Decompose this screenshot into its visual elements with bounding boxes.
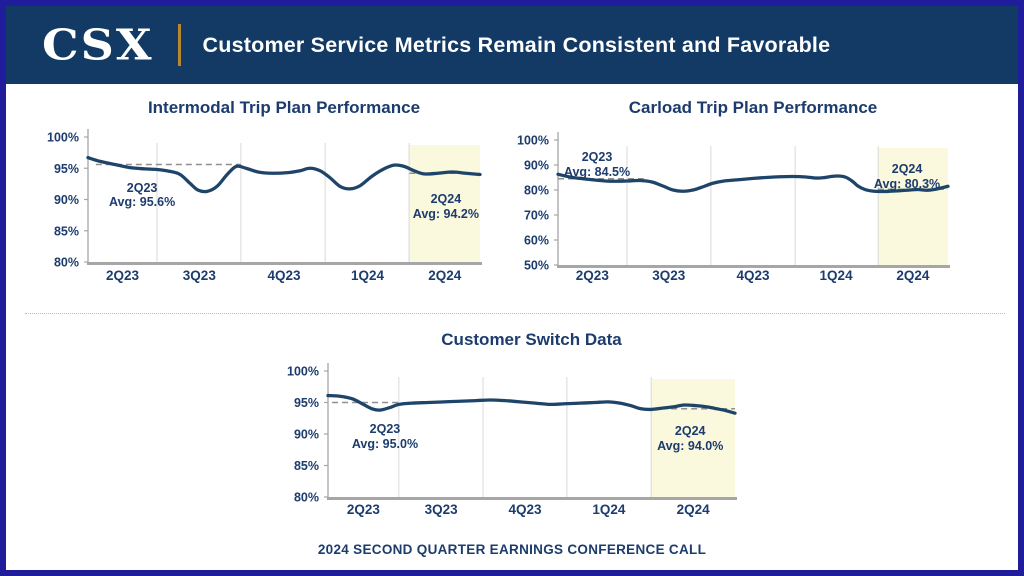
x-tick-label: 3Q23 (652, 268, 686, 283)
header-gold-divider (177, 24, 181, 66)
avg-annotation-2q24: 2Q24 Avg: 94.2% (412, 191, 480, 221)
series-line (86, 155, 482, 194)
x-tick-label: 2Q23 (106, 268, 140, 283)
intermodal-line-plot: 100% 95% 90% 85% 80% 2Q23 3Q23 4Q23 1Q24 2Q24 (47, 129, 482, 283)
y-tick-label: 100% (47, 131, 79, 145)
x-tick-label: 2Q24 (677, 502, 711, 517)
y-tick-label: 50% (524, 259, 549, 273)
chart-title-carload: Carload Trip Plan Performance (628, 98, 878, 117)
y-tick-label: 85% (54, 224, 79, 238)
x-tick-label: 3Q23 (425, 502, 459, 517)
x-tick-label: 2Q23 (576, 268, 610, 283)
slide-title: Customer Service Metrics Remain Consiste… (202, 32, 831, 57)
y-tick-label: 80% (294, 491, 319, 505)
carload-line-plot: 100% 90% 80% 70% 60% 50% 2Q23 3Q23 4Q23 1Q24 2Q24 (517, 132, 950, 283)
avg-annotation-2q23: 2Q23 Avg: 84.5% (563, 149, 631, 179)
y-tick-label: 85% (294, 459, 319, 473)
x-tick-label: 1Q24 (351, 268, 385, 283)
y-tick-label: 80% (54, 256, 79, 270)
chart-title-intermodal: Intermodal Trip Plan Performance (147, 98, 421, 117)
y-tick-label: 95% (294, 396, 319, 410)
csx-logo: CSX (42, 20, 154, 70)
header-bar: CSX Customer Service Metrics Remain Cons… (6, 6, 1018, 84)
chart-title-customer-switch: Customer Switch Data (441, 330, 622, 349)
x-tick-label: 2Q24 (896, 268, 930, 283)
current-quarter-highlight (409, 145, 480, 262)
y-tick-label: 80% (524, 184, 549, 198)
section-divider (25, 313, 1005, 314)
avg-annotation-2q23: 2Q23 Avg: 95.6% (108, 180, 176, 210)
x-tick-label: 4Q23 (267, 268, 301, 283)
y-tick-label: 60% (524, 234, 549, 248)
x-tick-label: 1Q24 (592, 502, 626, 517)
y-tick-label: 90% (294, 428, 319, 442)
series-line (556, 172, 950, 194)
footer-caption: 2024 SECOND QUARTER EARNINGS CONFERENCE … (317, 542, 707, 557)
chart-customer-switch: Customer Switch Data 100% 95% 90% 85% 80% 2Q2… (272, 330, 750, 530)
x-tick-label: 4Q23 (508, 502, 542, 517)
chart-intermodal-trip-plan: Intermodal Trip Plan Performance 100% 95%… (40, 98, 490, 298)
y-tick-label: 100% (287, 365, 319, 379)
y-tick-label: 90% (54, 193, 79, 207)
series-line (326, 393, 737, 415)
x-tick-label: 3Q23 (183, 268, 217, 283)
chart-carload-trip-plan: Carload Trip Plan Performance 100% 90% 80%… (498, 98, 968, 298)
x-tick-label: 2Q23 (347, 502, 381, 517)
avg-annotation-2q24: 2Q24 Avg: 80.3% (873, 162, 941, 191)
y-tick-label: 70% (524, 209, 549, 223)
x-tick-label: 4Q23 (736, 268, 770, 283)
current-quarter-highlight (651, 379, 735, 497)
y-tick-label: 90% (524, 159, 549, 173)
y-tick-label: 100% (517, 134, 549, 148)
avg-annotation-2q24: 2Q24 Avg: 94.0% (657, 424, 724, 453)
avg-annotation-2q23: 2Q23 Avg: 95.0% (351, 422, 419, 452)
x-tick-label: 1Q24 (820, 268, 854, 283)
current-quarter-highlight (878, 148, 948, 265)
y-tick-label: 95% (54, 162, 79, 176)
customer-switch-line-plot: 100% 95% 90% 85% 80% 2Q23 3Q23 4Q23 1Q24 2Q24 (287, 363, 737, 517)
x-tick-label: 2Q24 (428, 268, 462, 283)
